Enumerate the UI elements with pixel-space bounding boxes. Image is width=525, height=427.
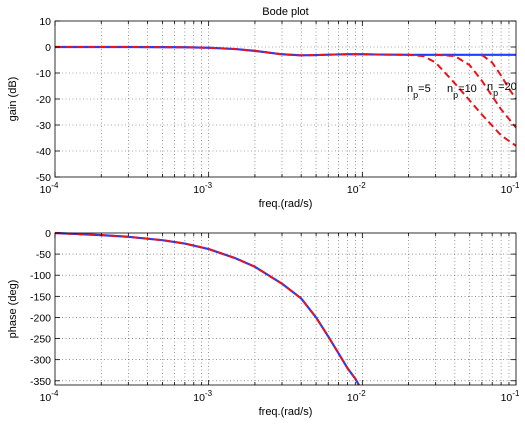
x-axis-label: freq.(rad/s): [259, 406, 313, 418]
x-tick-label: 10-4: [40, 181, 59, 196]
x-tick-label: 10-3: [193, 389, 212, 404]
phase-subplot: 10-4 10-3 10-2 10-1 0 -50 -100 -150 -200 -250 -300…: [7, 228, 520, 418]
x-tick-label: 10-1: [501, 181, 520, 196]
x-tick-label: 10-3: [193, 181, 212, 196]
x-axis-label: freq.(rad/s): [259, 198, 313, 210]
series-line-dashed: [55, 46, 517, 147]
series-line-dashed: [54, 232, 360, 386]
y-tick-label: -30: [36, 120, 51, 132]
y-tick-label: -20: [36, 94, 51, 106]
np-annotation: np=10: [447, 83, 477, 100]
y-tick-label: -50: [36, 172, 51, 184]
y-tick-label: -150: [30, 291, 51, 303]
series-line-dashed: [435, 53, 517, 129]
y-tick-label: -200: [30, 312, 51, 324]
x-tick-label: 10-2: [347, 389, 366, 404]
x-tick-label: 10-4: [40, 389, 59, 404]
y-tick-label: -40: [36, 146, 51, 158]
y-tick-label: 10: [39, 16, 51, 28]
y-tick-label: -300: [30, 355, 51, 367]
series-line-solid: [55, 45, 516, 57]
axes-box: [54, 20, 517, 178]
gain-subplot: 10-4 10-3 10-2 10-1 10 0 -10 -20 -30 -40 -50 freq.(…: [7, 6, 520, 210]
y-axis-label: phase (deg): [7, 280, 19, 339]
y-tick-label: -10: [36, 68, 51, 80]
x-tick-label: 10-1: [501, 389, 520, 404]
np-annotation: np=5: [407, 83, 431, 100]
y-tick-label: -250: [30, 334, 51, 346]
y-tick-label: 0: [45, 228, 51, 240]
y-tick-label: -350: [30, 376, 51, 388]
x-tick-label: 10-2: [347, 181, 366, 196]
y-tick-label: -100: [30, 270, 51, 282]
y-axis-label: gain (dB): [7, 77, 19, 122]
series-line-solid: [54, 231, 360, 386]
np-annotation: np=20: [487, 81, 517, 98]
chart-title: Bode plot: [262, 6, 308, 18]
axes-box: [54, 232, 517, 386]
series-line-dashed: [481, 54, 517, 100]
y-tick-label: -50: [36, 249, 51, 261]
y-tick-label: 0: [45, 42, 51, 54]
